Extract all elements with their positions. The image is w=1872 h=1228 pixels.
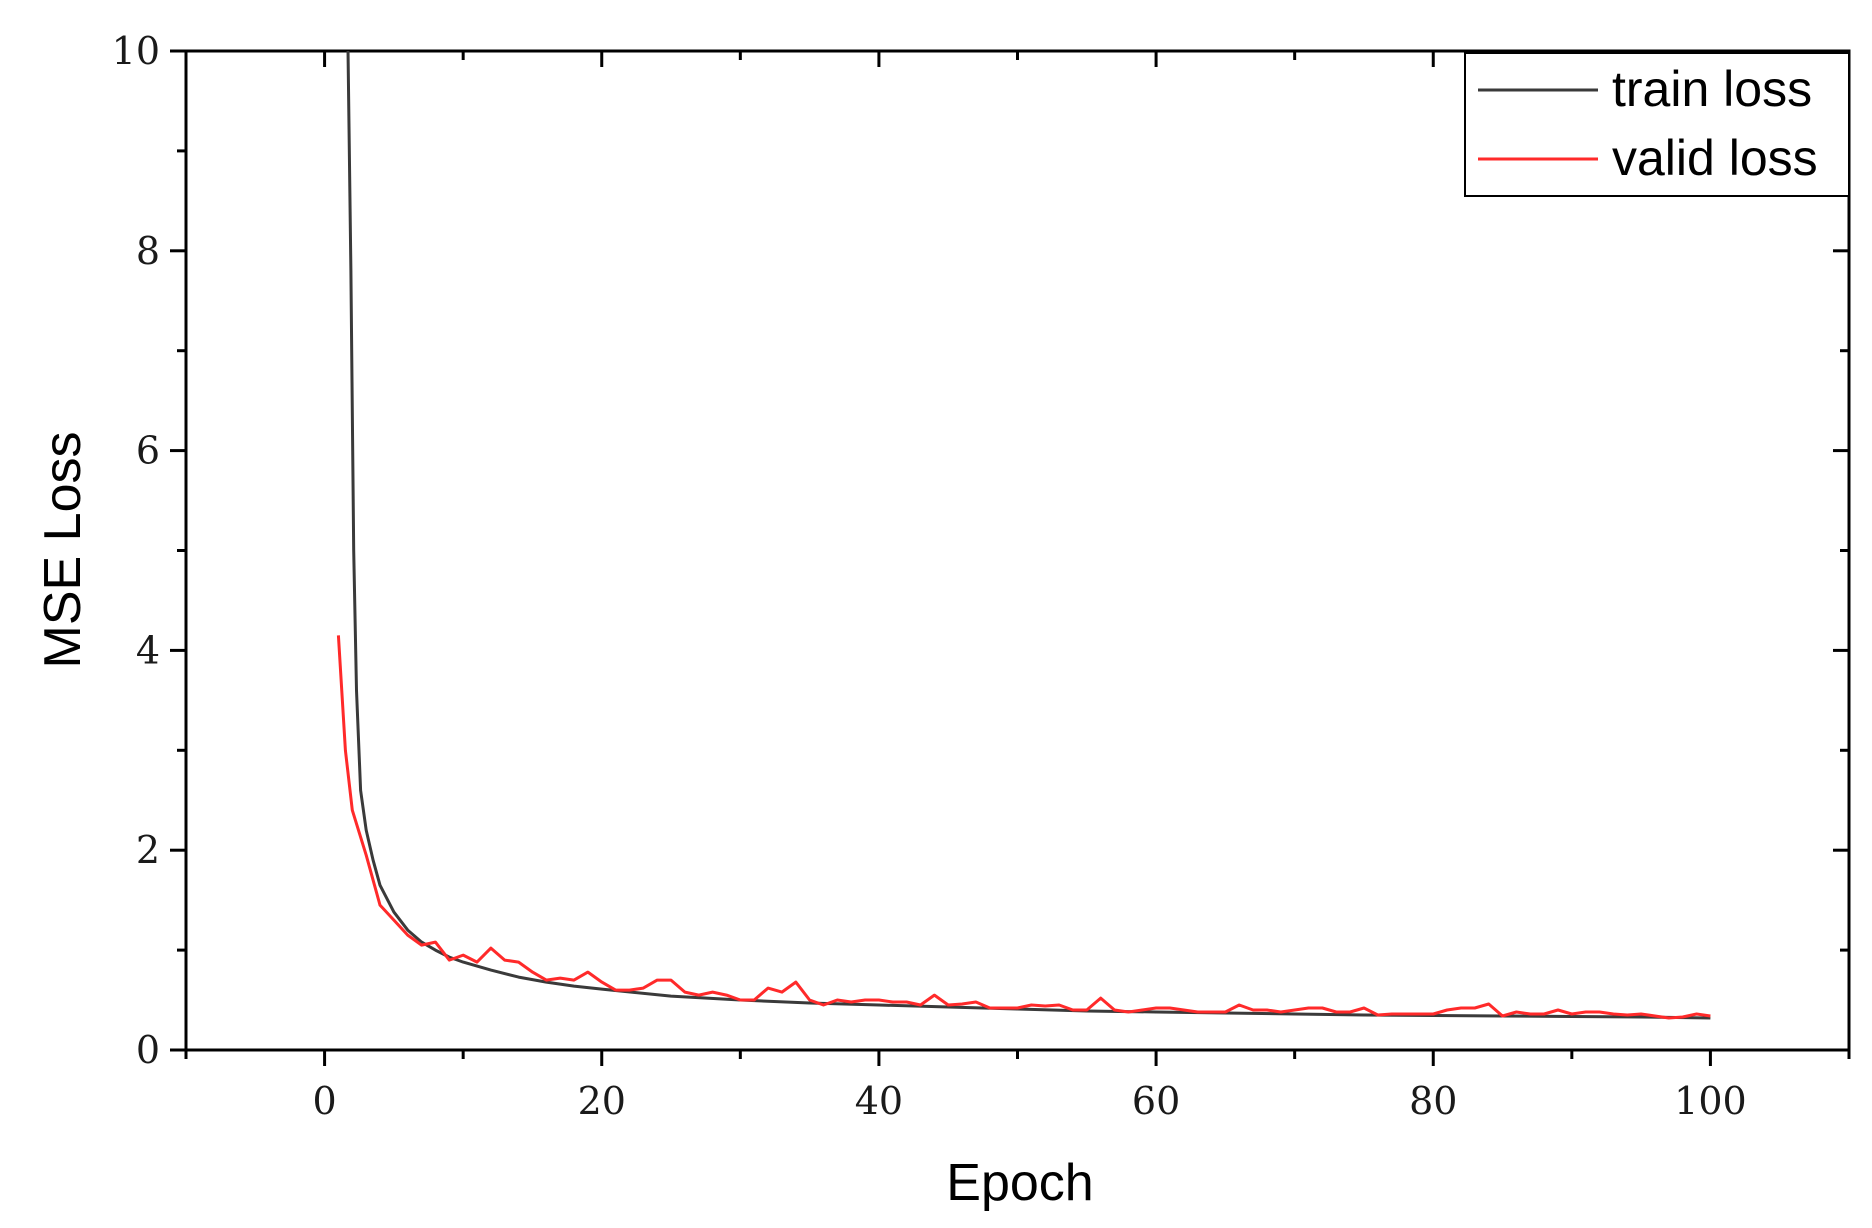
x-axis-ticks: 0 20 40 60 80 100 — [184, 51, 1851, 1123]
plot-frame — [184, 49, 1851, 1052]
x-axis-title: Epoch — [946, 1154, 1093, 1212]
legend-label-valid-loss: valid loss — [1612, 130, 1818, 186]
legend-box — [1464, 52, 1850, 197]
legend-label-train-loss: train loss — [1612, 61, 1812, 117]
y-tick-label: 10 — [112, 29, 160, 73]
x-tick-label: 100 — [1674, 1079, 1747, 1123]
y-tick-label: 8 — [136, 229, 160, 273]
y-tick-label: 4 — [136, 628, 160, 672]
y-tick-label: 2 — [136, 828, 160, 872]
series-line-train-loss — [346, 51, 1711, 1020]
x-tick-label: 0 — [312, 1079, 336, 1123]
series-line-valid-loss — [336, 635, 1711, 1020]
x-tick-label: 60 — [1132, 1079, 1180, 1123]
y-tick-label: 0 — [136, 1028, 160, 1072]
x-tick-label: 80 — [1409, 1079, 1457, 1123]
y-axis-title: MSE Loss — [34, 432, 92, 669]
x-tick-label: 20 — [578, 1079, 626, 1123]
legend: train loss valid loss — [1464, 52, 1850, 197]
x-tick-label: 40 — [855, 1079, 903, 1123]
y-tick-label: 6 — [136, 429, 160, 473]
series-layer — [336, 51, 1711, 1020]
y-axis-ticks: 0 2 4 6 8 10 — [112, 29, 1849, 1072]
